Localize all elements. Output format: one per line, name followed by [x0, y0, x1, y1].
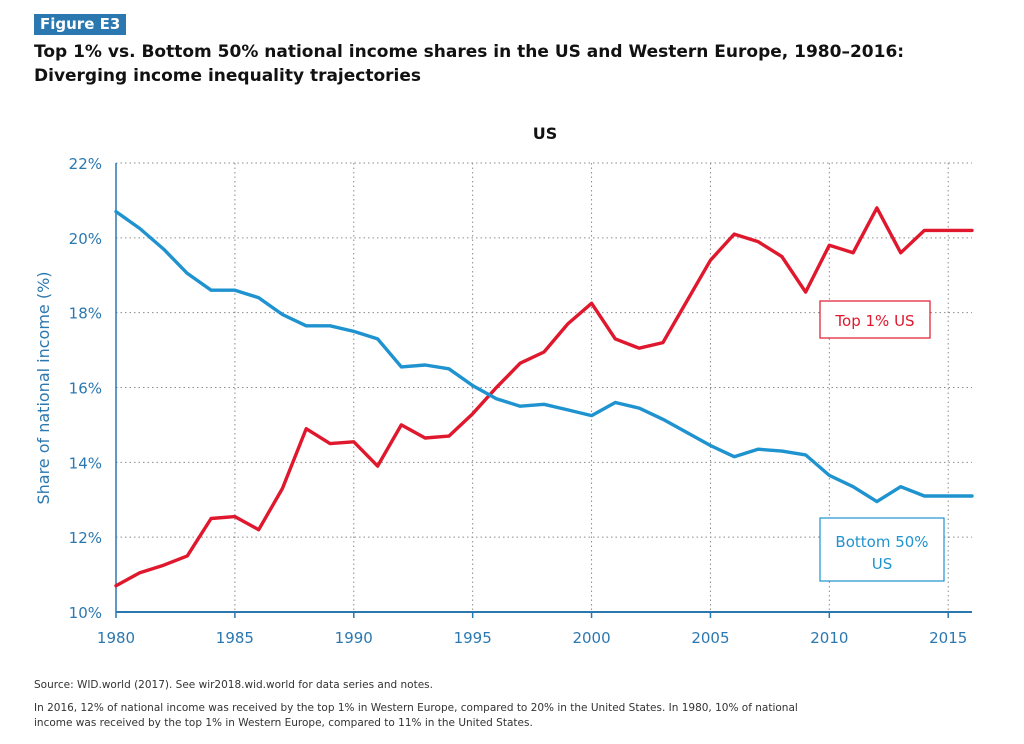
- figure-title-line-2: Diverging income inequality trajectories: [34, 66, 422, 86]
- footnote: In 2016, 12% of national income was rece…: [34, 701, 984, 731]
- y-tick-label: 18%: [69, 305, 102, 323]
- x-tick-label: 1985: [216, 629, 254, 647]
- y-tick-label: 14%: [69, 454, 102, 472]
- grid-layer: [116, 162, 972, 612]
- legend-label-bottom-50-percent-line-2: US: [872, 555, 893, 573]
- series-line-bottom-50-percent: [114, 209, 974, 504]
- figure-title: Top 1% vs. Bottom 50% national income sh…: [34, 40, 994, 88]
- legend-box-bottom-50-percent: [819, 517, 945, 582]
- legend-label-top-1-percent: Top 1% US: [834, 312, 914, 330]
- x-tick-label: 2010: [810, 629, 848, 647]
- legend-label-bottom-50-percent-line-1: Bottom 50%: [835, 533, 928, 551]
- x-tick-label: 2005: [691, 629, 729, 647]
- series-layer: [114, 206, 974, 588]
- series-line-top-1-percent: [114, 206, 974, 588]
- x-tick-label: 1980: [97, 629, 135, 647]
- y-axis-label: Share of national income (%): [34, 271, 53, 504]
- legend-box-top-1-percent: [819, 300, 931, 339]
- figure-badge: Figure E3: [34, 14, 127, 35]
- footnote-line-1: In 2016, 12% of national income was rece…: [34, 702, 798, 714]
- y-tick-label: 22%: [69, 155, 102, 173]
- source-note: Source: WID.world (2017). See wir2018.wi…: [34, 679, 433, 691]
- x-tick-label: 2015: [929, 629, 967, 647]
- chart-title: US: [533, 124, 558, 143]
- legend-layer: Top 1% US Bottom 50% US: [819, 300, 945, 582]
- axis-layer: 10% 12% 14% 16% 18% 20% 22% 1980 1985 1990 1995 200…: [69, 155, 972, 647]
- y-tick-label: 20%: [69, 230, 102, 248]
- footnote-line-2: income was received by the top 1% in Wes…: [34, 717, 533, 729]
- x-tick-label: 1995: [454, 629, 492, 647]
- y-tick-label: 10%: [69, 604, 102, 622]
- y-tick-label: 12%: [69, 529, 102, 547]
- x-tick-label: 2000: [572, 629, 610, 647]
- figure-title-line-1: Top 1% vs. Bottom 50% national income sh…: [34, 42, 905, 62]
- x-tick-label: 1990: [335, 629, 373, 647]
- y-tick-label: 16%: [69, 380, 102, 398]
